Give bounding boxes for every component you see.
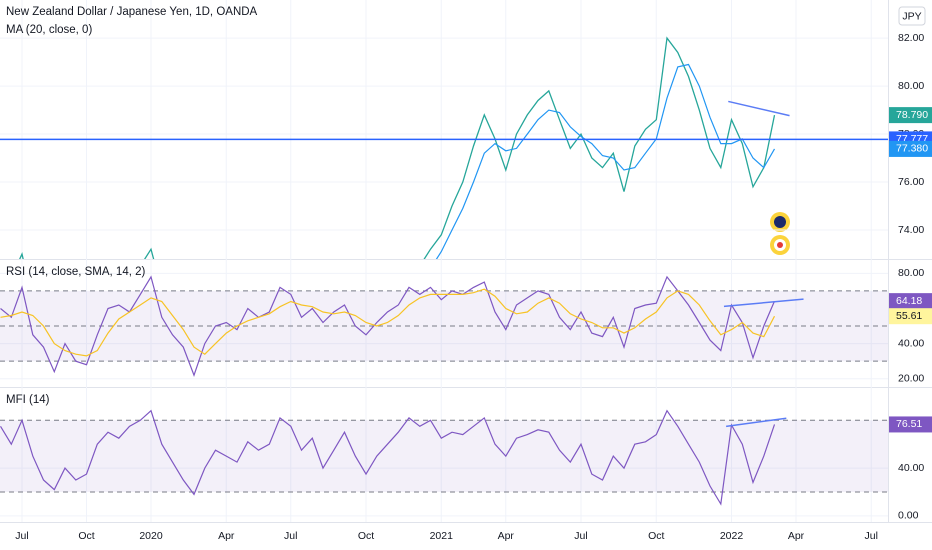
pane-title: RSI (14, close, SMA, 14, 2) [6, 266, 146, 278]
x-tick-label: 2021 [430, 530, 454, 542]
price-label: 78.790 [896, 109, 928, 121]
y-tick-label: 40.00 [898, 337, 924, 349]
event-flag [774, 216, 786, 228]
x-tick-label: 2022 [720, 530, 744, 542]
y-tick-label: 82.00 [898, 32, 924, 44]
pane [0, 272, 888, 380]
y-tick-label: 76.00 [898, 176, 924, 188]
x-tick-label: Apr [498, 530, 515, 542]
currency: JPY [902, 10, 921, 22]
price-label: 77.380 [896, 143, 928, 155]
trendline [723, 298, 804, 308]
trendline [728, 100, 790, 117]
event-icons [770, 212, 790, 255]
x-tick-label: Apr [218, 530, 235, 542]
price-label: 55.61 [896, 310, 922, 322]
x-tick-label: Oct [78, 530, 94, 542]
series-line [19, 36, 776, 259]
event-flag-dot [777, 242, 783, 248]
x-tick-label: Oct [358, 530, 374, 542]
price-label-box [889, 107, 932, 124]
currency-box[interactable] [898, 6, 926, 26]
price-label-box [889, 416, 932, 433]
y-tick-label: 80.00 [898, 80, 924, 92]
y-tick-label: 20.00 [898, 373, 924, 385]
series-line [0, 409, 776, 506]
price-label-box [889, 140, 932, 157]
price-label: 76.51 [896, 418, 922, 430]
y-tick-label: 40.00 [898, 462, 924, 474]
y-tick-label: 74.00 [898, 224, 924, 236]
x-tick-label: Jul [284, 530, 297, 542]
x-tick-label: 2020 [139, 530, 163, 542]
pane [0, 36, 888, 259]
pane [0, 409, 888, 517]
y-tick-label: 80.00 [898, 267, 924, 279]
pane-title: MFI (14) [6, 394, 50, 406]
x-tick-label: Apr [788, 530, 805, 542]
price-label-box [889, 293, 932, 310]
x-tick-label: Jul [574, 530, 587, 542]
x-tick-label: Oct [648, 530, 664, 542]
price-label: 64.18 [896, 295, 922, 307]
pane-title: New Zealand Dollar / Japanese Yen, 1D, O… [6, 6, 258, 18]
band-fill [0, 420, 888, 492]
series-line [435, 63, 776, 259]
x-tick-label: Jul [15, 530, 28, 542]
price-label-box [889, 308, 932, 325]
y-tick-label: 0.00 [898, 510, 919, 522]
trendline [726, 417, 787, 428]
x-tick-label: Jul [865, 530, 878, 542]
pane-title: MA (20, close, 0) [6, 24, 92, 36]
series-line [0, 288, 776, 357]
